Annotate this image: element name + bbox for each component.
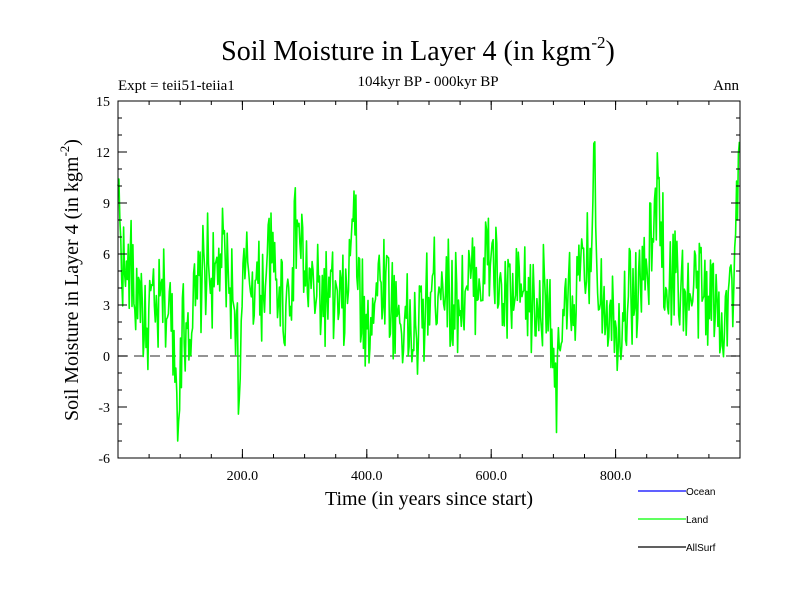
y-tick-label: 15: [96, 95, 110, 110]
legend-label-allsurf: AllSurf: [686, 543, 716, 554]
x-tick-label: 400.0: [351, 469, 383, 484]
x-tick-label: 600.0: [475, 469, 507, 484]
y-tick-label: 12: [96, 146, 110, 161]
chart-subtitle: 104kyr BP - 000kyr BP: [357, 74, 498, 90]
y-tick-label: -6: [98, 452, 110, 467]
y-tick-label: 3: [103, 299, 110, 314]
y-tick-label: 0: [103, 350, 110, 365]
y-tick-label: 9: [103, 197, 110, 212]
x-tick-label: 800.0: [600, 469, 632, 484]
x-axis-label: Time (in years since start): [325, 488, 533, 510]
season-label: Ann: [713, 78, 739, 94]
y-tick-label: 6: [103, 248, 110, 263]
legend-label-ocean: Ocean: [686, 487, 715, 498]
x-tick-label: 200.0: [227, 469, 259, 484]
series-line-land: [117, 141, 741, 442]
chart-title: Soil Moisture in Layer 4 (in kgm-2): [221, 33, 615, 67]
y-tick-label: -3: [98, 401, 110, 416]
y-axis-label: Soil Moisture in Layer 4 (in kgm-2): [57, 139, 83, 421]
experiment-label: Expt = teii51-teiia1: [118, 78, 235, 94]
legend-label-land: Land: [686, 515, 708, 526]
